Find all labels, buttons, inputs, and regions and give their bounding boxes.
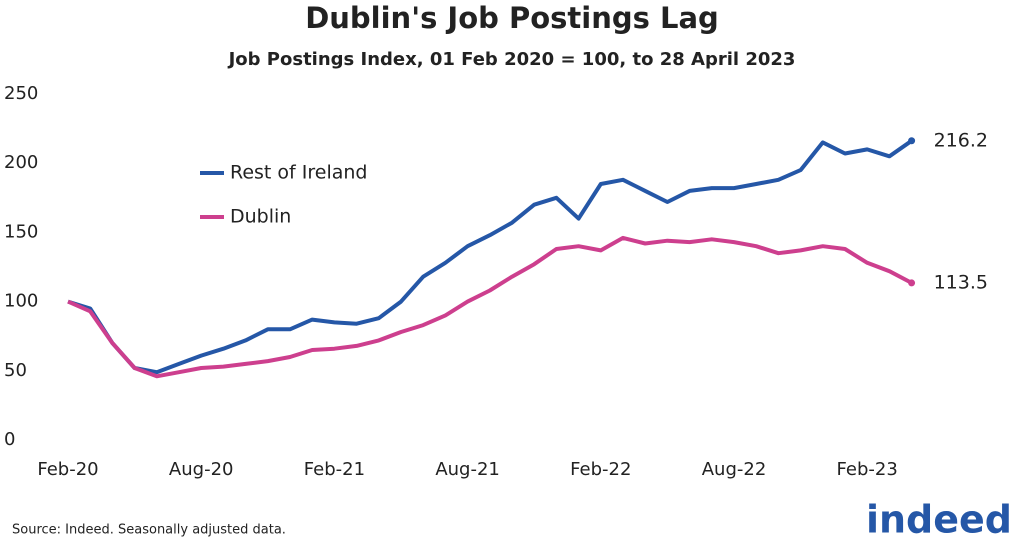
- chart-subtitle: Job Postings Index, 01 Feb 2020 = 100, t…: [227, 49, 796, 70]
- x-tick-label: Aug-21: [435, 459, 500, 480]
- y-tick-label: 200: [4, 152, 38, 173]
- x-tick-label: Aug-20: [169, 459, 234, 480]
- x-tick-label: Feb-21: [304, 459, 365, 480]
- end-point: [908, 137, 916, 145]
- end-label: 113.5: [934, 271, 988, 293]
- y-tick-label: 150: [4, 221, 38, 242]
- x-tick-label: Aug-22: [702, 459, 767, 480]
- legend-label: Dublin: [230, 206, 291, 228]
- x-tick-label: Feb-23: [837, 459, 898, 480]
- series-line: [67, 235, 913, 379]
- end-label: 216.2: [934, 129, 988, 151]
- source-note: Source: Indeed. Seasonally adjusted data…: [12, 523, 286, 538]
- y-tick-label: 100: [4, 291, 38, 312]
- chart-title: Dublin's Job Postings Lag: [305, 1, 719, 35]
- legend-label: Rest of Ireland: [230, 162, 368, 184]
- logo: indeed: [866, 498, 1012, 542]
- x-tick-label: Feb-20: [37, 459, 98, 480]
- series-line: [67, 139, 913, 375]
- y-tick-label: 50: [4, 360, 27, 381]
- y-tick-label: 0: [4, 429, 15, 450]
- x-tick-label: Feb-22: [570, 459, 631, 480]
- y-tick-label: 250: [4, 83, 38, 104]
- end-point: [908, 279, 916, 287]
